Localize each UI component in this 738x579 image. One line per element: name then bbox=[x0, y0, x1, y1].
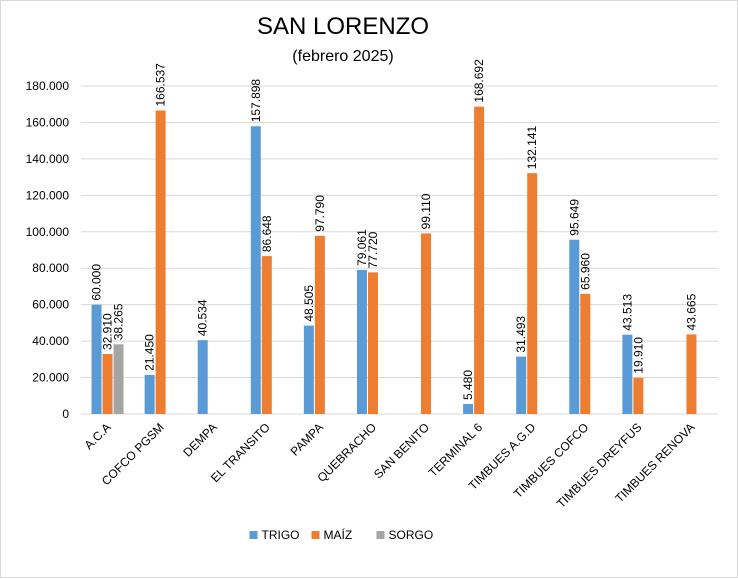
bar-maíz bbox=[155, 110, 166, 414]
data-label: 79.061 bbox=[355, 229, 369, 266]
bar-trigo bbox=[516, 356, 527, 414]
bar-trigo bbox=[144, 374, 155, 414]
bar-maíz bbox=[314, 235, 325, 414]
y-tick-label: 160.000 bbox=[26, 115, 70, 129]
bar-maíz bbox=[527, 173, 538, 414]
bars bbox=[91, 106, 697, 415]
data-label: 48.505 bbox=[302, 285, 316, 322]
chart-title: SAN LORENZO bbox=[257, 13, 429, 40]
bar-trigo bbox=[197, 340, 208, 414]
y-tick-label: 140.000 bbox=[26, 152, 70, 166]
y-tick-label: 180.000 bbox=[26, 79, 70, 93]
data-label: 157.898 bbox=[249, 79, 263, 123]
data-label: 95.649 bbox=[567, 199, 581, 236]
legend-label: TRIGO bbox=[262, 528, 300, 542]
bar-maíz bbox=[474, 106, 485, 415]
data-label: 65.960 bbox=[578, 253, 592, 290]
chart-subtitle: (febrero 2025) bbox=[292, 48, 393, 65]
bar-maíz bbox=[102, 354, 113, 414]
data-label: 5.480 bbox=[461, 370, 475, 400]
bar-trigo bbox=[356, 269, 367, 414]
data-label: 60.000 bbox=[90, 264, 104, 301]
bar-maíz bbox=[580, 293, 591, 414]
bar-sorgo bbox=[113, 344, 124, 414]
bar-trigo bbox=[569, 239, 580, 414]
data-label: 132.141 bbox=[525, 126, 539, 170]
y-tick-label: 120.000 bbox=[26, 188, 70, 202]
legend-swatch-sorgo bbox=[376, 531, 385, 539]
y-tick-label: 0 bbox=[62, 407, 69, 421]
data-label: 32.910 bbox=[101, 313, 115, 350]
legend-swatch-trigo bbox=[249, 531, 258, 539]
bar-trigo bbox=[91, 304, 102, 414]
y-tick-label: 40.000 bbox=[32, 334, 69, 348]
data-label: 43.665 bbox=[684, 293, 698, 330]
data-label: 86.648 bbox=[260, 215, 274, 252]
legend-swatch-maíz bbox=[311, 531, 320, 539]
data-label: 166.537 bbox=[154, 63, 168, 107]
data-label: 19.910 bbox=[631, 337, 645, 374]
y-tick-label: 20.000 bbox=[32, 371, 69, 385]
gridlines bbox=[81, 85, 718, 415]
data-label: 40.534 bbox=[196, 299, 210, 336]
y-tick-label: 60.000 bbox=[32, 298, 69, 312]
bar-maíz bbox=[421, 233, 432, 414]
data-label: 21.450 bbox=[143, 334, 157, 371]
legend-label: MAÍZ bbox=[324, 527, 353, 542]
data-label: 77.720 bbox=[366, 231, 380, 268]
bar-trigo bbox=[303, 325, 314, 414]
y-axis-ticks: 0 20.000 40.000 60.000 80.000 100.000 120.000 1… bbox=[26, 79, 70, 421]
bar-maíz bbox=[686, 334, 697, 414]
data-label: 168.692 bbox=[472, 59, 486, 103]
x-category-label: A.C.A bbox=[82, 420, 114, 452]
bar-maíz bbox=[633, 377, 644, 414]
data-label: 43.513 bbox=[620, 294, 634, 331]
data-label: 38.265 bbox=[112, 303, 126, 340]
x-category-label: SAN BENITO bbox=[371, 420, 432, 481]
bar-trigo bbox=[463, 404, 474, 414]
legend-label: SORGO bbox=[389, 528, 434, 542]
data-label: 99.110 bbox=[419, 193, 433, 229]
bar-maíz bbox=[261, 256, 272, 414]
data-label: 97.790 bbox=[313, 195, 327, 232]
y-tick-label: 80.000 bbox=[32, 261, 69, 275]
data-label: 31.493 bbox=[514, 316, 528, 353]
bar-trigo bbox=[622, 334, 633, 414]
y-tick-label: 100.000 bbox=[26, 225, 70, 239]
bar-maíz bbox=[367, 272, 378, 414]
bar-trigo bbox=[250, 126, 261, 415]
legend: TRIGO MAÍZ SORGO bbox=[249, 527, 434, 542]
x-category-label: PAMPA bbox=[288, 420, 326, 458]
x-category-label: DEMPA bbox=[180, 420, 219, 459]
